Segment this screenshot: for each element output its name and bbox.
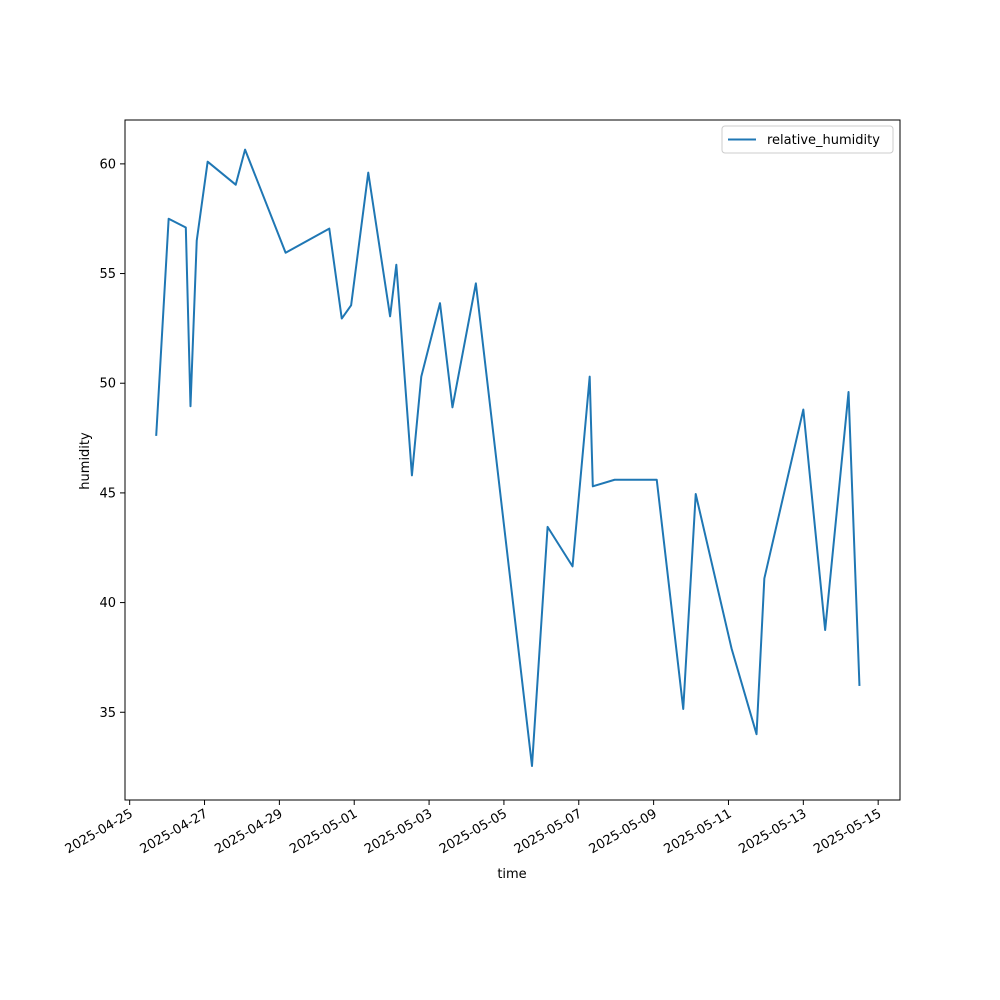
x-tick-label: 2025-05-09 <box>587 806 660 857</box>
y-tick-label: 35 <box>99 706 116 721</box>
data-point <box>389 315 391 317</box>
data-point <box>572 565 574 567</box>
x-tick-label: 2025-04-27 <box>138 806 211 857</box>
data-point <box>451 406 453 408</box>
data-point <box>589 376 591 378</box>
x-tick-label: 2025-05-11 <box>662 806 735 857</box>
legend-box <box>721 125 894 154</box>
data-point <box>439 302 441 304</box>
data-point <box>207 161 209 163</box>
data-point <box>367 172 369 174</box>
x-tick-label: 2025-05-13 <box>736 806 809 857</box>
y-tick-label: 60 <box>99 157 116 172</box>
data-point <box>614 479 616 481</box>
data-point <box>802 409 804 411</box>
data-point <box>235 184 237 186</box>
data-point <box>244 149 246 151</box>
x-tick-label: 2025-04-25 <box>63 806 136 857</box>
data-point <box>695 493 697 495</box>
data-point <box>858 685 860 687</box>
data-point <box>328 228 330 230</box>
data-point <box>531 765 533 767</box>
x-tick-label: 2025-04-29 <box>212 806 285 857</box>
y-tick-label: 45 <box>99 486 116 501</box>
data-point <box>756 733 758 735</box>
legend: relative_humidity <box>721 125 894 154</box>
data-point <box>168 218 170 220</box>
data-point <box>285 252 287 254</box>
plot-frame <box>124 119 901 801</box>
y-tick-label: 40 <box>99 596 116 611</box>
data-point <box>420 376 422 378</box>
x-tick-label: 2025-05-05 <box>437 806 510 857</box>
y-tick-label: 50 <box>99 377 116 392</box>
data-point <box>189 405 191 407</box>
data-point <box>155 435 157 437</box>
x-tick-label: 2025-05-15 <box>811 806 884 857</box>
x-tick-label: 2025-05-07 <box>512 806 585 857</box>
x-tick-label: 2025-05-03 <box>362 806 435 857</box>
data-point <box>731 648 733 650</box>
data-point <box>395 264 397 266</box>
data-point <box>196 240 198 242</box>
x-axis-ticks: 2025-04-25 2025-04-27 2025-04-29 2025-05-01… <box>63 800 884 857</box>
data-point <box>682 708 684 710</box>
series-line-relative-humidity <box>155 148 861 767</box>
data-point <box>341 318 343 320</box>
data-point <box>763 577 765 579</box>
data-point <box>475 282 477 284</box>
data-point <box>411 474 413 476</box>
data-point <box>350 304 352 306</box>
y-axis-label: humidity <box>78 432 93 490</box>
y-tick-label: 55 <box>99 267 116 282</box>
x-tick-label: 2025-05-01 <box>287 806 360 857</box>
data-point <box>592 485 594 487</box>
data-point <box>185 226 187 228</box>
data-point <box>656 479 658 481</box>
y-axis-ticks: 35 40 45 50 55 60 <box>99 157 125 721</box>
plot-area <box>124 119 901 801</box>
data-point <box>848 391 850 393</box>
data-point <box>824 629 826 631</box>
data-point <box>547 526 549 528</box>
x-axis-label: time <box>497 867 526 882</box>
legend-entry-label: relative_humidity <box>767 133 880 148</box>
